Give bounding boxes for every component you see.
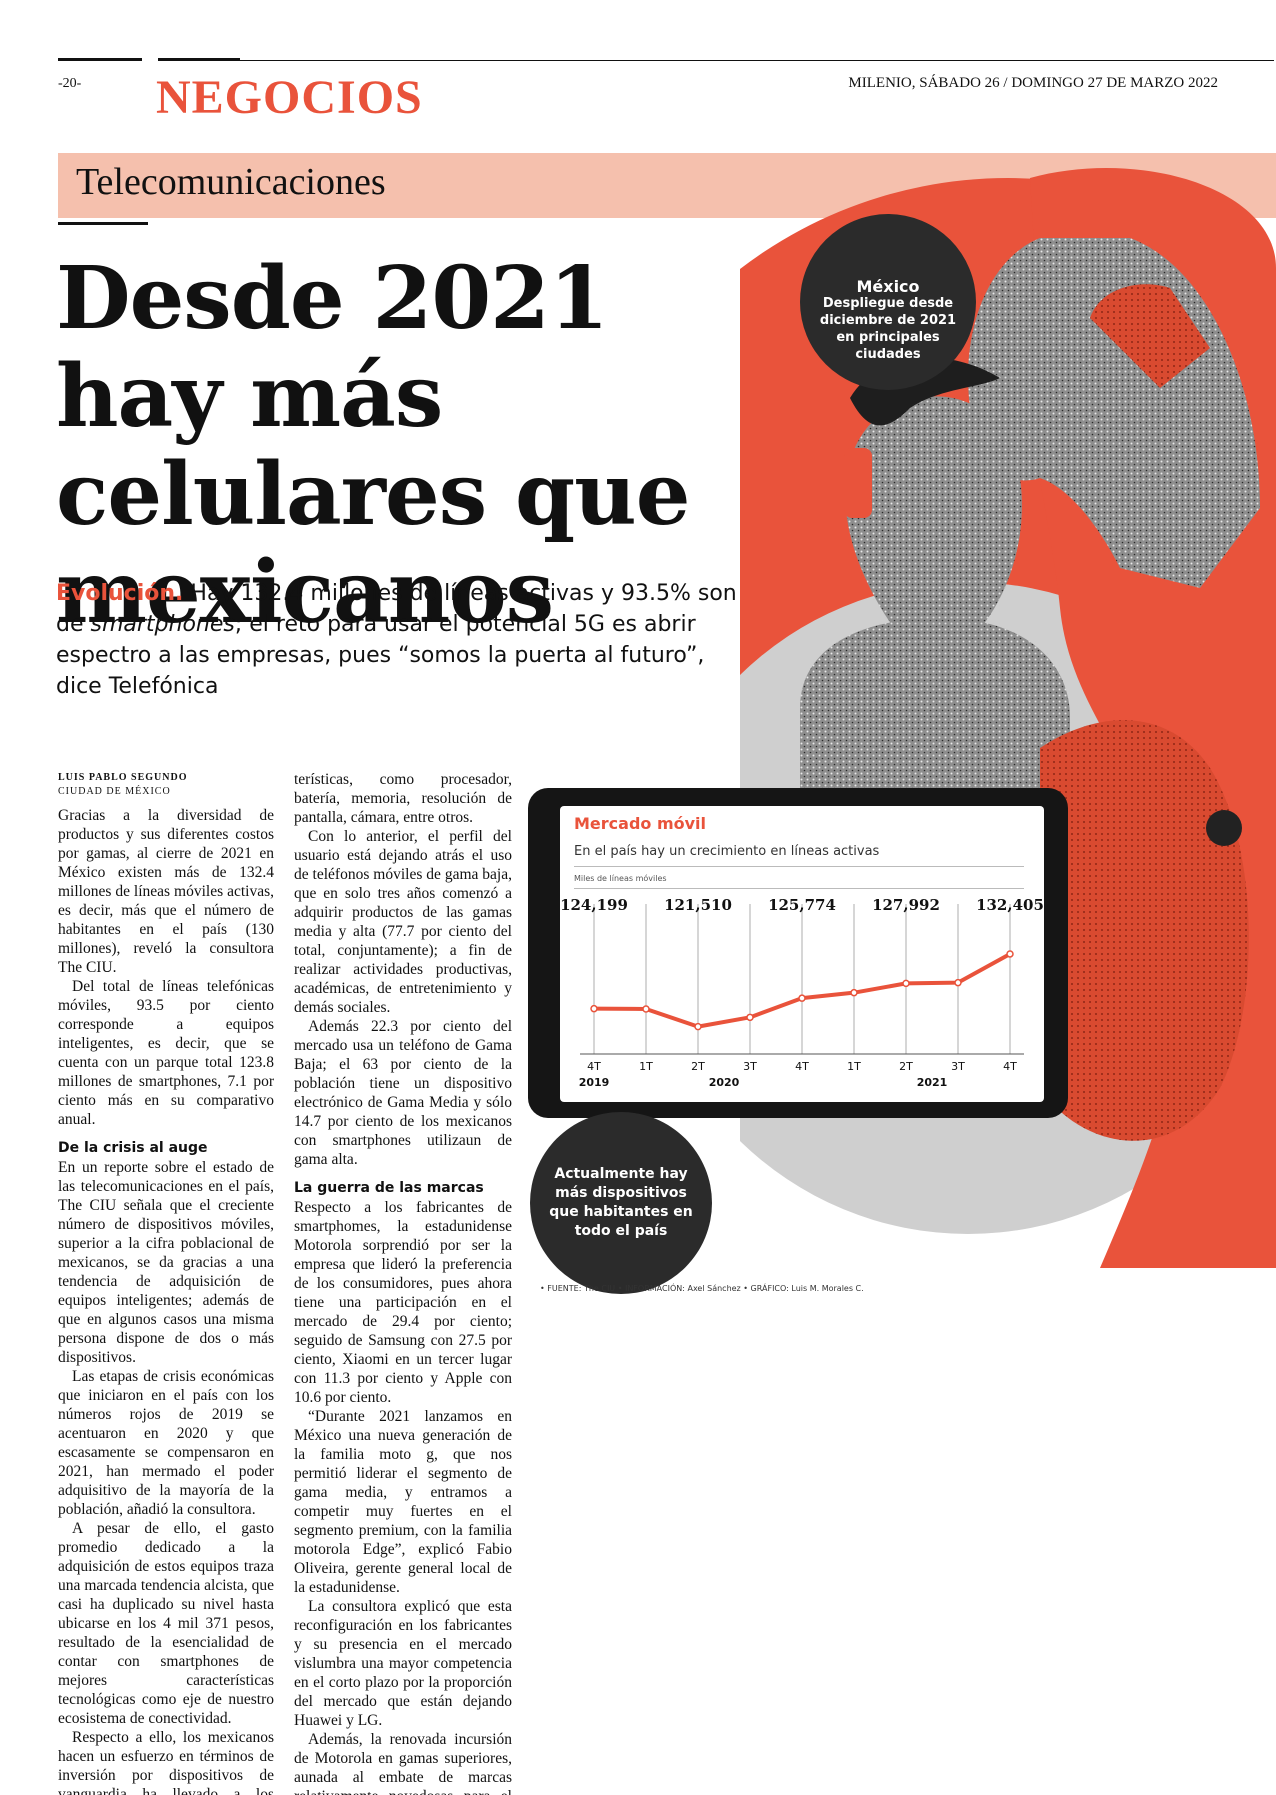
graphic-credits: • FUENTE: The CIU • INFORMACIÓN: Axel Sá… — [540, 1284, 864, 1293]
headline: Desde 2021 hay más celulares que mexican… — [56, 248, 690, 643]
data-point — [590, 1004, 598, 1013]
woman-phone — [1090, 284, 1210, 388]
data-label: 124,199 — [560, 896, 628, 914]
topic-rule — [58, 222, 148, 225]
article-column-1: Gracias a la diversidad de productos y s… — [58, 806, 274, 1795]
data-point — [642, 1005, 650, 1013]
year-label: 2021 — [917, 1076, 948, 1089]
bubble-mexico-head: México — [856, 276, 920, 296]
deck-lead: Evolución. — [56, 581, 184, 606]
bubble-devices: Actualmente hay más dispositivos que hab… — [530, 1112, 712, 1294]
masthead-rule — [240, 60, 1274, 61]
dateline: MILENIO, SÁBADO 26 / DOMINGO 27 DE MARZO… — [848, 75, 1218, 91]
byline-author: LUIS PABLO SEGUNDO — [58, 772, 188, 783]
page-number: -20- — [58, 76, 82, 91]
masthead-rule-left — [58, 58, 142, 61]
deck: Evolución. Hay 132.4 millones de líneas … — [56, 578, 756, 702]
paragraph: A pesar de ello, el gasto promedio dedic… — [58, 1520, 274, 1727]
deck-text-2: ; el reto para usar el potencial 5G es a… — [56, 612, 705, 699]
data-point — [694, 1022, 702, 1031]
paragraph: Del total de líneas telefónicas móviles,… — [58, 978, 274, 1128]
subhead: La guerra de las marcas — [294, 1180, 484, 1196]
paragraph: Además, la renovada incursión de Motorol… — [294, 1731, 512, 1795]
data-label: 132,405 — [976, 896, 1044, 914]
data-label: 121,510 — [664, 896, 732, 914]
hand-holding-tablet — [1040, 720, 1249, 1141]
x-tick-label: 2T — [899, 1060, 913, 1073]
bubble-mexico-text: Despliegue desde diciembre de 2021 en pr… — [819, 295, 957, 362]
paragraph: Con lo anterior, el perfil del usuario e… — [294, 828, 512, 1016]
paragraph: Respecto a los fabricantes de smartphome… — [294, 1199, 512, 1406]
chart-units: Miles de líneas móviles — [574, 874, 667, 883]
x-tick-label: 4T — [1003, 1060, 1017, 1073]
paragraph: Gracias a la diversidad de productos y s… — [58, 807, 274, 976]
line-chart: 124,199 121,510 125,774 127,992 132,405 4T 1T 2… — [560, 896, 1044, 1089]
year-label: 2019 — [579, 1076, 610, 1089]
paragraph: La consultora explicó que esta reconfigu… — [294, 1598, 512, 1729]
paragraph: terísticas, como procesador, batería, me… — [294, 771, 512, 826]
data-point — [1006, 950, 1014, 958]
data-label: 125,774 — [768, 896, 836, 914]
x-tick-label: 1T — [847, 1060, 861, 1073]
byline-city: CIUDAD DE MÉXICO — [58, 786, 171, 797]
x-tick-label: 3T — [743, 1060, 757, 1073]
x-tick-label: 1T — [639, 1060, 653, 1073]
data-point — [850, 988, 858, 997]
man-phone — [844, 448, 872, 518]
chart-rule-lower — [574, 888, 1024, 889]
man-torso — [800, 618, 1070, 788]
man-head — [845, 396, 1022, 656]
data-point — [902, 979, 910, 988]
chart-title: Mercado móvil — [574, 814, 707, 833]
data-point — [798, 994, 806, 1002]
x-tick-label: 3T — [951, 1060, 965, 1073]
bubble-devices-text: Actualmente hay más dispositivos que hab… — [549, 1166, 693, 1239]
subhead: De la crisis al auge — [58, 1140, 208, 1156]
deck-text-1: Hay 132.4 millones de líneas activas y 9… — [56, 581, 737, 637]
chart-subtitle: En el país hay un crecimiento en líneas … — [574, 844, 880, 859]
deck-emphasis: smartphones — [90, 612, 235, 637]
paragraph: Además 22.3 por ciento del mercado usa u… — [294, 1018, 512, 1168]
section-name: NEGOCIOS — [156, 71, 423, 124]
data-point — [954, 978, 962, 987]
chart-rule — [574, 866, 1024, 867]
bubble-mexico: México Despliegue desde diciembre de 202… — [800, 214, 976, 390]
paragraph: “Durante 2021 lanzamos en México una nue… — [294, 1408, 512, 1596]
paragraph: Respecto a ello, los mexicanos hacen un … — [58, 1729, 274, 1795]
x-tick-label: 4T — [795, 1060, 809, 1073]
year-label: 2020 — [709, 1076, 740, 1089]
paragraph: En un reporte sobre el estado de las tel… — [58, 1159, 274, 1366]
data-point — [746, 1013, 754, 1022]
x-tick-label: 2T — [691, 1060, 705, 1073]
paragraph: Las etapas de crisis económicas que inic… — [58, 1368, 274, 1518]
tablet-camera — [1206, 810, 1242, 846]
illustration — [740, 168, 1276, 1268]
x-tick-label: 4T — [587, 1060, 601, 1073]
data-label: 127,992 — [872, 896, 940, 914]
masthead-rule-mid — [158, 58, 240, 61]
topic-title: Telecomunicaciones — [76, 161, 386, 203]
article-column-2: terísticas, como procesador, batería, me… — [294, 770, 512, 1795]
